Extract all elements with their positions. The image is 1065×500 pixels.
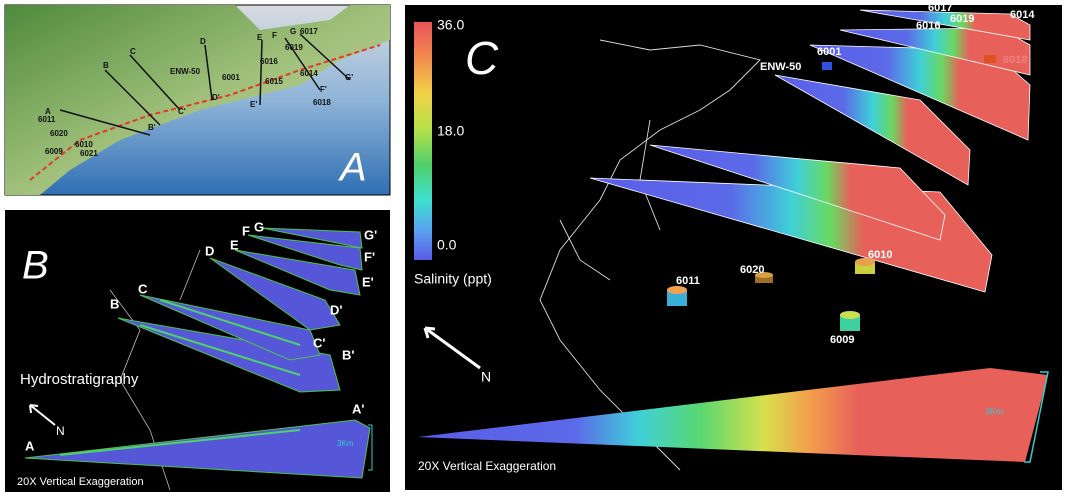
transect-label: A (45, 107, 51, 116)
section-e (234, 249, 361, 296)
well-label: 6011 (676, 275, 700, 287)
colorbar-title: Salinity (ppt) (414, 271, 492, 287)
transect-label: G' (345, 73, 353, 82)
section-c (139, 294, 321, 361)
exaggeration-note: 20X Vertical Exaggeration (17, 476, 144, 488)
panel-label: A (338, 146, 367, 190)
streaks (59, 299, 301, 456)
transect-label: D' (330, 302, 342, 317)
well-label: 6010 (75, 140, 93, 149)
section-a (418, 368, 1048, 462)
panel-label: C (465, 32, 499, 84)
well-label: 6014 (300, 69, 318, 78)
north-arrow (423, 326, 481, 370)
section-g (261, 227, 363, 249)
colorbar (414, 22, 432, 260)
well-label: 6019 (285, 43, 303, 52)
transect-label: E' (362, 274, 374, 289)
north-label: N (481, 369, 491, 385)
well-label: 6019 (950, 13, 974, 25)
transect-label: D (200, 37, 206, 46)
well (840, 315, 860, 331)
transect-lines (59, 33, 351, 136)
wells (667, 55, 996, 331)
well (840, 311, 860, 319)
transect-label: E (257, 33, 263, 42)
transect-label: G (254, 219, 264, 234)
panel-a: A B C D E F G B' C' D' E' F' G' 6011 602… (4, 4, 391, 196)
section-f (839, 27, 1031, 76)
land (5, 5, 390, 195)
transect-label: A' (352, 401, 364, 416)
well-label: 6017 (928, 2, 952, 14)
scale-bar (1024, 371, 1049, 463)
panel-title: Hydrostratigraphy (20, 371, 139, 388)
well-label: 6017 (300, 27, 318, 36)
well-label: 6020 (740, 264, 764, 276)
transect-label: F' (364, 249, 375, 264)
colorbar-tick: 0.0 (437, 237, 457, 253)
north-arrow (29, 404, 56, 426)
section-f (247, 234, 363, 271)
transect-label: F (242, 223, 250, 238)
transect-label: D' (212, 93, 220, 102)
transect-label: F' (320, 85, 327, 94)
well-label: 6018 (313, 98, 331, 107)
well (984, 55, 996, 63)
well (855, 258, 875, 266)
well (755, 272, 773, 278)
well-label: 6001 (817, 46, 841, 58)
transect-label: G (290, 27, 296, 36)
well-label: 6015 (265, 77, 283, 86)
well (667, 286, 687, 294)
well-label: 6016 (260, 57, 278, 66)
well-label: 6010 (868, 249, 892, 261)
section-a (24, 419, 371, 479)
exaggeration-note: 20X Vertical Exaggeration (418, 459, 556, 473)
section-g (859, 9, 1031, 41)
transect-label: B (103, 61, 109, 70)
transect-label: C (130, 47, 136, 56)
transect-label: E (230, 237, 239, 252)
transect-label: C' (178, 107, 186, 116)
transect-label: D (205, 243, 214, 258)
scale-bar (368, 424, 373, 471)
colorbar-tick: 18.0 (437, 123, 464, 139)
transect-label: B (110, 296, 119, 311)
panel-label: B (22, 244, 49, 288)
colorbar-tick: 36.0 (437, 17, 464, 33)
transect-label: F (272, 31, 277, 40)
boundary (29, 44, 381, 181)
well-label: 6016 (916, 20, 940, 32)
transect-label: B' (342, 347, 354, 362)
panel-b: B Hydrostratigraphy A A' B B' C C' D D' … (5, 210, 390, 492)
scale-label: 3Km (985, 406, 1004, 416)
well-label: 6020 (50, 129, 68, 138)
scale-label: 3Km (337, 439, 354, 448)
well-label: 6011 (38, 115, 56, 124)
transect-label: C' (313, 335, 325, 350)
well-label: ENW-50 (760, 61, 801, 73)
transect-label: A (25, 438, 35, 453)
well-label: 6021 (80, 149, 98, 158)
panel-c: 36.0 18.0 0.0 Salinity (ppt) C ENW-50 60… (405, 2, 1062, 490)
well (822, 62, 832, 70)
transect-label: C (138, 281, 148, 296)
transect-label: B' (148, 123, 156, 132)
transect-label: G' (364, 227, 377, 242)
well (667, 290, 687, 306)
well-label: 6009 (45, 147, 63, 156)
well-label: 6014 (1010, 9, 1035, 21)
section-d (774, 74, 971, 186)
well-label: ENW-50 (170, 67, 201, 76)
well (755, 275, 773, 283)
section-d (209, 257, 341, 331)
north-label: N (56, 424, 65, 438)
well-label: 6009 (830, 334, 854, 346)
well-label: 6018 (1003, 54, 1027, 66)
transect-label: E' (250, 100, 257, 109)
section-c (649, 144, 946, 241)
well-label: 6001 (222, 73, 240, 82)
